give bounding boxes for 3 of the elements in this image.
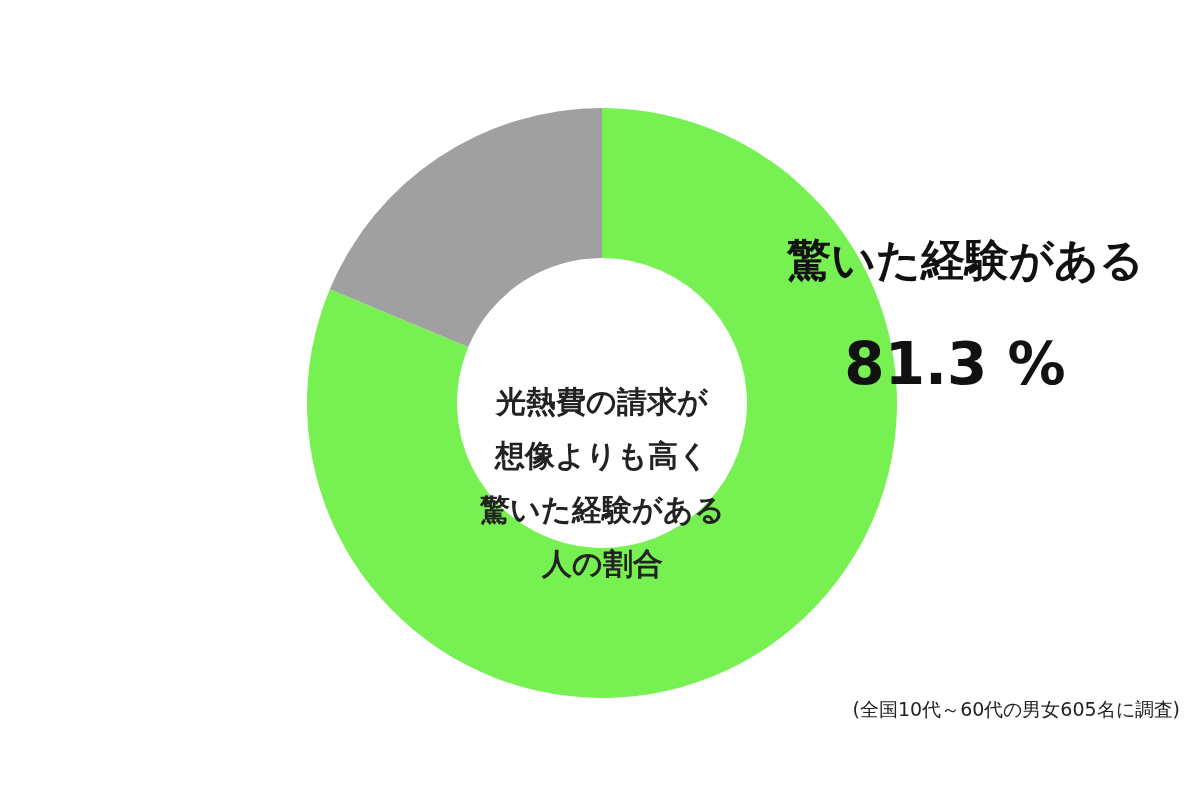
- text: 光熱費の請求が想像よりも高く驚いた経験がある人の割合: [478, 384, 725, 581]
- donut-slice: [329, 108, 602, 348]
- text: (全国10代～60代の男女605名に調査): [852, 698, 1180, 720]
